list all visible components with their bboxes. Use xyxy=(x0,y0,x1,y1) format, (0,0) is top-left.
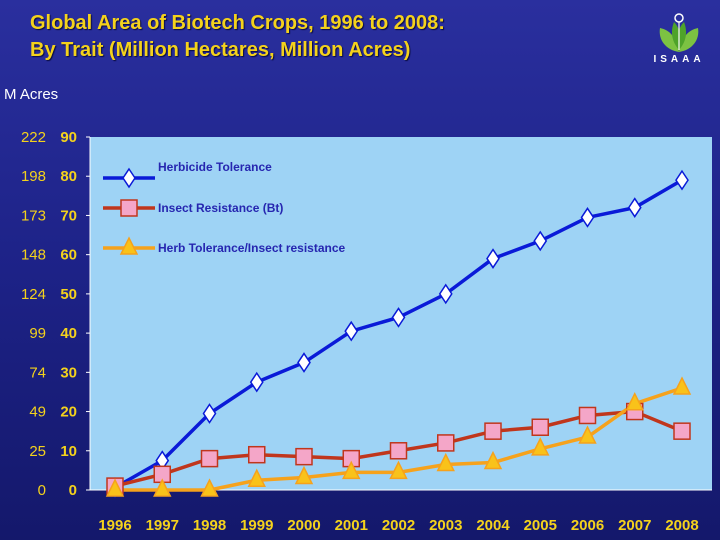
data-point-series-1 xyxy=(627,197,642,218)
y-tick-label-acres: 99 xyxy=(29,325,46,342)
data-point-series-3 xyxy=(578,425,597,444)
x-tick-label: 1996 xyxy=(98,517,131,534)
y-tick-label-acres: 25 xyxy=(29,443,46,460)
y-tick-label-hectares: 0 xyxy=(69,482,77,499)
data-point-series-3 xyxy=(436,452,455,472)
y-tick-label-acres: 0 xyxy=(38,482,46,499)
data-point-series-1 xyxy=(486,248,500,269)
legend-label-1: Herbicide Tolerance xyxy=(158,160,272,174)
y-tick-label-hectares: 50 xyxy=(60,286,77,303)
data-point-series-3 xyxy=(672,376,692,395)
data-point-series-2 xyxy=(248,445,266,464)
y-tick-label-hectares: 90 xyxy=(60,129,77,146)
y-tick-label-acres: 124 xyxy=(21,286,46,303)
y-tick-label-acres: 173 xyxy=(21,207,46,224)
data-point-series-3 xyxy=(294,465,314,485)
data-point-series-3 xyxy=(153,478,172,497)
data-point-series-1 xyxy=(533,230,548,252)
isaaa-logo-icon xyxy=(659,13,699,52)
data-point-series-3 xyxy=(531,437,550,456)
y-tick-label-acres: 198 xyxy=(21,168,46,185)
data-point-series-2 xyxy=(437,434,455,452)
data-point-series-2 xyxy=(531,418,549,436)
x-tick-label: 2008 xyxy=(665,517,698,534)
data-point-series-1 xyxy=(344,320,359,342)
chart-title: Global Area of Biotech Crops, 1996 to 20… xyxy=(30,10,445,64)
y-axis-label: M Acres xyxy=(4,86,59,103)
x-tick-label: 1999 xyxy=(240,517,273,534)
data-point-series-3 xyxy=(342,460,361,480)
x-tick-label: 2004 xyxy=(476,517,510,534)
data-point-series-1 xyxy=(202,403,217,424)
data-point-series-1 xyxy=(297,352,311,373)
title-line-2: By Trait (Million Hectares, Million Acre… xyxy=(30,39,411,61)
y-tick-label-hectares: 10 xyxy=(60,443,77,460)
data-point-series-3 xyxy=(247,468,266,487)
data-point-series-1 xyxy=(249,371,264,393)
x-tick-label: 2006 xyxy=(571,517,604,534)
y-tick-label-hectares: 40 xyxy=(60,325,77,342)
data-point-series-3 xyxy=(105,478,125,497)
x-tick-label: 2001 xyxy=(335,517,368,534)
data-point-series-1 xyxy=(391,307,406,328)
y-tick-label-hectares: 60 xyxy=(60,247,77,264)
data-point-series-1 xyxy=(580,207,595,228)
legend-marker-3 xyxy=(119,236,139,255)
y-tick-label-acres: 148 xyxy=(21,247,46,264)
x-tick-label: 2000 xyxy=(287,517,320,534)
data-point-series-2 xyxy=(295,447,313,466)
data-point-series-1 xyxy=(438,283,453,305)
data-point-series-1 xyxy=(675,169,689,191)
data-point-series-2 xyxy=(200,449,219,468)
x-tick-label: 2002 xyxy=(382,517,415,534)
data-point-series-2 xyxy=(673,422,691,440)
title-line-1: Global Area of Biotech Crops, 1996 to 20… xyxy=(30,12,445,34)
y-tick-label-acres: 49 xyxy=(29,404,46,421)
legend-marker-1 xyxy=(122,167,136,189)
y-tick-label-hectares: 30 xyxy=(60,364,77,381)
x-tick-label: 2007 xyxy=(618,517,651,534)
y-tick-label-hectares: 20 xyxy=(60,404,77,421)
x-tick-label: 2005 xyxy=(524,517,557,534)
data-point-series-3 xyxy=(389,460,408,480)
legend-marker-2 xyxy=(120,199,138,217)
x-tick-label: 2003 xyxy=(429,517,462,534)
data-point-series-2 xyxy=(484,422,502,440)
x-tick-label: 1998 xyxy=(193,517,226,534)
data-point-series-2 xyxy=(389,442,408,460)
data-point-series-3 xyxy=(483,450,503,470)
y-tick-label-hectares: 70 xyxy=(60,207,77,224)
legend-label-2: Insect Resistance (Bt) xyxy=(158,201,283,215)
x-tick-label: 1997 xyxy=(146,517,179,534)
logo-text: ISAAA xyxy=(653,54,705,65)
data-point-series-2 xyxy=(578,406,597,425)
legend-label-3: Herb Tolerance/Insect resistance xyxy=(158,241,346,255)
y-tick-label-acres: 74 xyxy=(29,364,46,381)
y-tick-label-hectares: 80 xyxy=(60,168,77,185)
y-tick-label-acres: 222 xyxy=(21,129,46,146)
data-point-series-3 xyxy=(200,478,219,497)
data-point-series-3 xyxy=(625,392,644,411)
